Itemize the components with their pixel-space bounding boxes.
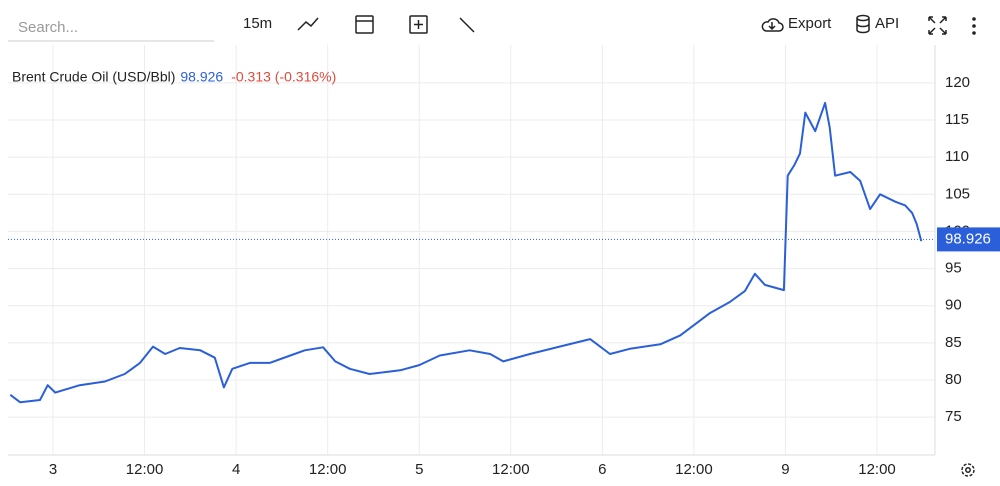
y-tick-label: 95	[945, 260, 962, 277]
add-button[interactable]	[409, 15, 428, 34]
y-tick-label: 115	[945, 111, 969, 128]
x-tick-label: 9	[781, 461, 789, 478]
x-tick-label: 12:00	[858, 461, 896, 478]
y-tick-label: 110	[945, 148, 969, 165]
x-tick-label: 6	[598, 461, 606, 478]
legend-change: -0.313 (-0.316%)	[231, 69, 336, 85]
add-plus	[414, 20, 423, 29]
settings-wrench[interactable]	[459, 17, 475, 33]
legend-last: 98.926	[180, 69, 223, 85]
calendar-icon	[355, 15, 374, 34]
x-tick-label: 4	[232, 461, 240, 478]
menu-dot	[972, 24, 976, 28]
menu-button[interactable]	[972, 17, 976, 35]
y-tick-label: 85	[945, 334, 962, 351]
interval-button[interactable]: 15m	[243, 15, 272, 32]
export-button[interactable]: Export	[788, 15, 832, 32]
api-button[interactable]: API	[875, 15, 899, 32]
search-box[interactable]: Search...	[8, 19, 214, 42]
fullscreen-button[interactable]	[928, 16, 947, 35]
x-tick-label: 12:00	[492, 461, 530, 478]
x-tick-label: 3	[49, 461, 57, 478]
search-placeholder: Search...	[18, 19, 78, 36]
x-tick-label: 12:00	[675, 461, 713, 478]
y-tick-label: 120	[945, 74, 970, 91]
export-icon[interactable]	[761, 18, 784, 32]
legend-title: Brent Crude Oil (USD/Bbl)	[12, 69, 175, 85]
x-tick-label: 12:00	[309, 461, 347, 478]
api-icon[interactable]	[856, 14, 870, 34]
x-tick-label: 5	[415, 461, 423, 478]
gear-hub	[965, 467, 971, 473]
chart-settings-button[interactable]	[961, 463, 975, 477]
menu-dot	[972, 31, 976, 35]
y-tick-label: 80	[945, 371, 962, 388]
menu-dot	[972, 17, 976, 21]
add-icon	[409, 15, 428, 34]
gear-teeth	[961, 463, 975, 477]
x-tick-label: 12:00	[126, 461, 164, 478]
y-tick-label: 105	[945, 185, 970, 202]
last-price-label: 98.926	[945, 230, 991, 247]
y-tick-label: 90	[945, 297, 962, 314]
last-price-box	[937, 227, 1000, 252]
price-line	[9, 101, 923, 404]
plot-area	[8, 45, 935, 455]
chart-type-button[interactable]	[297, 17, 319, 31]
y-tick-label: 75	[945, 408, 962, 425]
calendar-button[interactable]	[355, 15, 374, 34]
